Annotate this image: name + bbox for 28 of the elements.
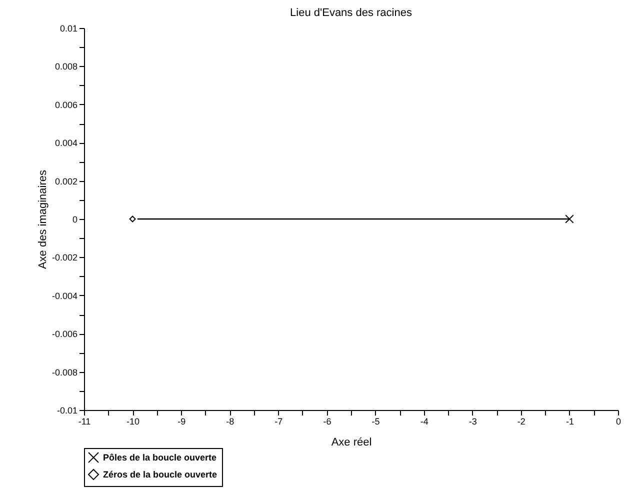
y-tick-label: -0.004 xyxy=(52,290,78,301)
x-tick-label: -9 xyxy=(178,416,186,426)
y-tick-label: 0.002 xyxy=(54,176,78,186)
x-tick-label: -10 xyxy=(126,416,140,426)
y-tick-label: -0.008 xyxy=(52,367,78,378)
x-tick-label: -8 xyxy=(226,416,234,426)
y-tick-label: 0.004 xyxy=(54,138,78,148)
x-tick-label: -7 xyxy=(274,416,283,426)
y-tick-label: -0.01 xyxy=(56,406,78,416)
x-tick-label: -5 xyxy=(372,416,380,426)
chart-title: Lieu d'Evans des racines xyxy=(290,7,412,19)
y-tick-label: -0.002 xyxy=(52,252,78,263)
x-tick-label: -6 xyxy=(323,416,332,426)
y-tick-label: -0.006 xyxy=(52,329,78,340)
x-axis-title: Axe réel xyxy=(331,436,372,448)
y-tick-label: 0.006 xyxy=(54,100,78,110)
y-axis-title: Axe des imaginaires xyxy=(36,169,49,270)
legend-label: Zéros de la boucle ouverte xyxy=(103,470,218,480)
x-tick-label: -1 xyxy=(566,416,574,426)
x-tick-label: -3 xyxy=(468,416,477,426)
legend-label: Pôles de la boucle ouverte xyxy=(103,452,217,462)
x-tick-label: 0 xyxy=(616,416,622,426)
y-tick-label: 0.01 xyxy=(60,24,78,34)
y-tick-label: 0 xyxy=(72,214,78,224)
x-tick-label: -2 xyxy=(517,416,526,426)
y-tick-label: 0.008 xyxy=(54,62,78,72)
x-tick-label: -11 xyxy=(78,416,91,426)
x-tick-label: -4 xyxy=(420,416,428,426)
